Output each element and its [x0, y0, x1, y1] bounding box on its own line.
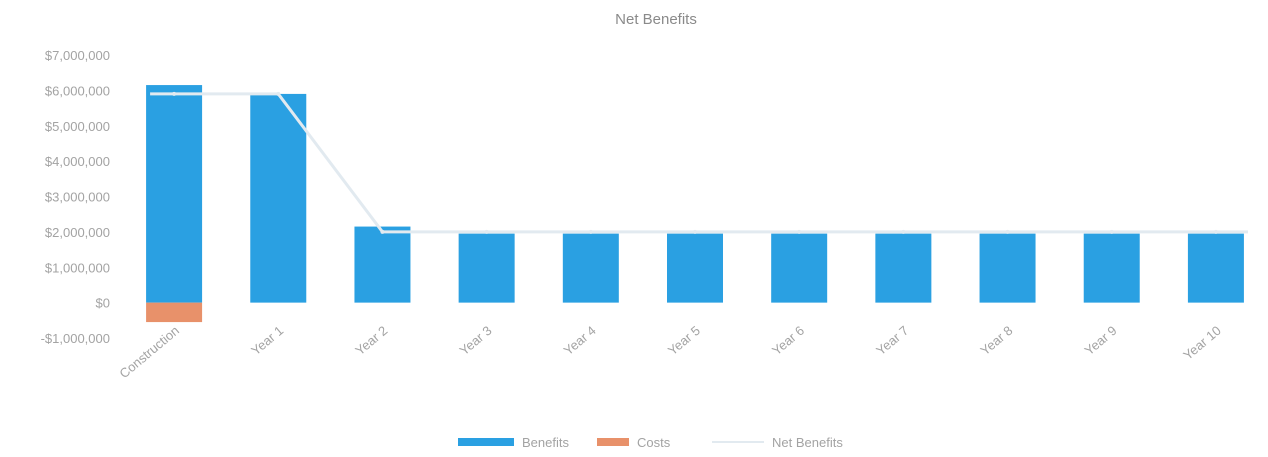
net-benefits-point [276, 91, 281, 96]
y-tick-label: -$1,000,000 [41, 331, 110, 346]
benefits-bar [875, 233, 932, 303]
y-tick-label: $4,000,000 [45, 154, 110, 169]
x-tick-label: Year 5 [665, 323, 703, 358]
chart-title: Net Benefits [615, 11, 697, 28]
benefits-bar [146, 85, 203, 303]
legend-label: Net Benefits [772, 435, 843, 450]
bars-layer [146, 85, 1244, 323]
benefits-bar [667, 233, 723, 303]
y-tick-label: $1,000,000 [45, 260, 110, 275]
y-tick-label: $3,000,000 [45, 190, 110, 205]
benefits-bar [771, 233, 828, 303]
y-tick-label: $6,000,000 [45, 83, 110, 98]
net-benefits-point [172, 91, 177, 96]
net-benefits-point [484, 229, 489, 234]
net-benefits-point [1213, 229, 1218, 234]
x-tick-label: Year 7 [873, 323, 911, 358]
x-tick-label: Year 3 [456, 323, 494, 358]
y-axis: -$1,000,000 $0 $1,000,000 $2,000,000 $3,000,… [41, 48, 110, 346]
legend-label: Benefits [522, 435, 569, 450]
net-benefits-line-layer [150, 91, 1248, 234]
x-tick-label: Year 9 [1082, 323, 1120, 358]
y-tick-label: $2,000,000 [45, 225, 110, 240]
x-tick-label: Year 6 [769, 323, 807, 358]
net-benefits-point [1109, 229, 1114, 234]
legend-swatch-net-benefits [712, 441, 764, 443]
benefits-bar [1083, 233, 1140, 303]
benefits-bar [562, 233, 619, 303]
legend: Benefits Costs Net Benefits [458, 435, 843, 450]
benefits-bar [1187, 233, 1244, 303]
net-benefits-point [693, 229, 697, 234]
y-tick-label: $7,000,000 [45, 48, 110, 63]
benefits-bar [979, 233, 1036, 303]
net-benefits-point [901, 229, 906, 234]
costs-bar [146, 302, 203, 323]
y-tick-label: $5,000,000 [45, 119, 110, 134]
benefits-bar [354, 226, 411, 303]
legend-label: Costs [637, 435, 671, 450]
x-tick-label: Year 10 [1180, 323, 1224, 363]
x-tick-label: Construction [116, 323, 182, 381]
x-axis: Construction Year 1 Year 2 Year 3 Year 4 Year… [116, 323, 1223, 381]
net-benefits-point [1005, 229, 1010, 234]
x-tick-label: Year 2 [352, 323, 390, 358]
benefits-bar [458, 233, 515, 303]
net-benefits-point [380, 229, 385, 234]
net-benefits-line [150, 92, 1248, 234]
x-tick-label: Year 4 [561, 323, 599, 358]
benefits-bar [250, 93, 307, 303]
legend-swatch-benefits [458, 438, 514, 446]
net-benefits-point [588, 229, 593, 234]
x-tick-label: Year 8 [977, 323, 1015, 358]
net-benefits-point [797, 229, 802, 234]
x-tick-label: Year 1 [248, 323, 286, 358]
legend-swatch-costs [597, 438, 629, 446]
y-tick-label: $0 [96, 296, 110, 311]
